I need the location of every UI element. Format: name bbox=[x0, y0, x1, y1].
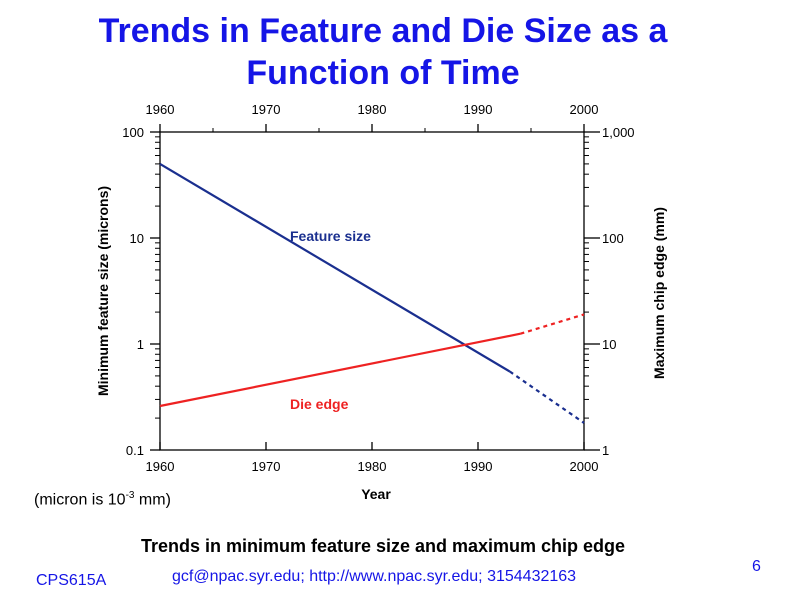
x-tick-label-bottom: 1960 bbox=[146, 459, 175, 474]
y-axis-ticks: 0.1 1 10 100 bbox=[122, 125, 160, 458]
y2-tick-label: 1,000 bbox=[602, 125, 635, 140]
series-line-feature-size bbox=[159, 162, 511, 373]
x-tick-label-top: 2000 bbox=[570, 102, 599, 117]
x-axis-label: Year bbox=[361, 486, 391, 502]
x-tick-label-top: 1990 bbox=[464, 102, 493, 117]
y-tick-label: 1 bbox=[137, 337, 144, 352]
series-label-feature-size: Feature size bbox=[290, 228, 371, 244]
title-line-1: Trends in Feature and Die Size as a bbox=[98, 12, 668, 50]
y2-tick-label: 1 bbox=[602, 443, 609, 458]
series-label-die-edge: Die edge bbox=[290, 396, 349, 412]
unit-note-suffix: mm) bbox=[134, 491, 171, 509]
series-lines bbox=[159, 162, 585, 424]
x-tick-label-top: 1960 bbox=[146, 102, 175, 117]
series-projection-feature-size bbox=[509, 370, 585, 424]
y-tick-label: 10 bbox=[130, 231, 144, 246]
page-number: 6 bbox=[752, 558, 761, 575]
x-tick-label-bottom: 2000 bbox=[570, 459, 599, 474]
series-projection-die-edge bbox=[520, 313, 585, 335]
y2-tick-label: 10 bbox=[602, 337, 616, 352]
y-tick-label: 0.1 bbox=[126, 443, 144, 458]
course-code: CPS615A bbox=[36, 572, 107, 589]
unit-note-exponent: -3 bbox=[125, 490, 135, 501]
y-axis-label: Minimum feature size (microns) bbox=[95, 186, 111, 396]
title-line-2: Function of Time bbox=[246, 54, 520, 92]
x-tick-label-bottom: 1980 bbox=[358, 459, 387, 474]
minor-ticks bbox=[155, 136, 589, 419]
y-tick-label: 100 bbox=[122, 125, 144, 140]
chart-caption: Trends in minimum feature size and maxim… bbox=[140, 536, 626, 556]
slide-title: Trends in Feature and Die Size as a Func… bbox=[0, 10, 766, 94]
contact-info: gcf@npac.syr.edu; http://www.npac.syr.ed… bbox=[172, 568, 577, 585]
unit-note-prefix: (micron is 10 bbox=[34, 491, 126, 509]
y2-axis-label: Maximum chip edge (mm) bbox=[651, 207, 667, 379]
y2-axis-ticks: 1 10 100 1,000 bbox=[584, 125, 635, 458]
x-axis-ticks: 1960 1960 1970 1970 1980 1980 1990 1990 2000 2000 bbox=[146, 102, 599, 474]
y2-tick-label: 100 bbox=[602, 231, 624, 246]
x-tick-label-top: 1970 bbox=[252, 102, 281, 117]
x-tick-label-bottom: 1970 bbox=[252, 459, 281, 474]
series-line-die-edge bbox=[159, 332, 521, 408]
x-tick-label-bottom: 1990 bbox=[464, 459, 493, 474]
x-tick-label-top: 1980 bbox=[358, 102, 387, 117]
unit-note: (micron is 10-3 mm) bbox=[34, 490, 171, 509]
